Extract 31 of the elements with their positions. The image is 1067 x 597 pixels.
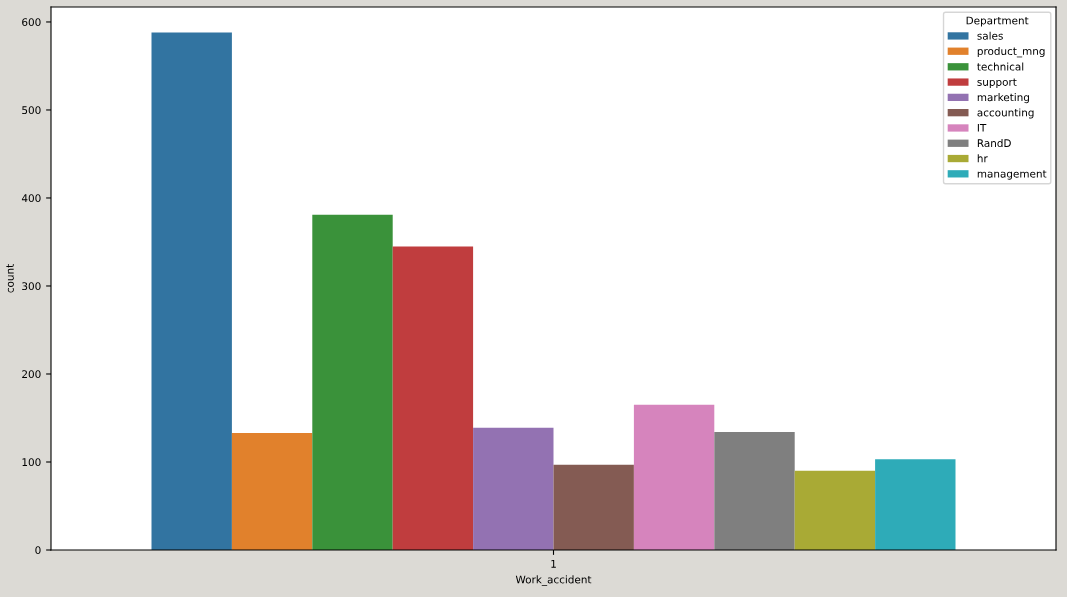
bar	[392, 246, 474, 550]
legend-label: marketing	[977, 93, 1029, 104]
y-axis-title: count	[6, 264, 14, 293]
legend-label: management	[977, 170, 1047, 180]
bar	[794, 470, 876, 550]
x-tick-label: 1	[551, 560, 556, 568]
y-tick-label: 500	[22, 106, 41, 115]
y-tick-label: 100	[22, 458, 41, 467]
legend-title: Department	[966, 16, 1029, 27]
legend-label: support	[977, 78, 1017, 88]
y-tick-label: 600	[22, 18, 41, 27]
legend-label: IT	[977, 124, 987, 132]
bar	[231, 432, 313, 550]
bar	[151, 32, 232, 550]
legend-label: RandD	[977, 138, 1011, 148]
bar	[473, 427, 554, 550]
bar	[312, 214, 393, 550]
bar	[633, 404, 715, 550]
legend-label: product_mng	[977, 46, 1045, 58]
y-tick-label: 400	[21, 194, 41, 203]
y-tick-label: 300	[22, 282, 41, 291]
x-axis-title: Work_accident	[515, 575, 592, 586]
bar	[553, 464, 634, 550]
y-tick-label: 200	[22, 370, 41, 379]
legend-label: technical	[977, 62, 1024, 71]
bar	[875, 459, 956, 550]
y-tick-label: 0	[35, 546, 41, 555]
legend-label: sales	[977, 31, 1003, 40]
bar	[714, 432, 795, 550]
legend-label: hr	[977, 154, 988, 163]
legend-label: accounting	[977, 108, 1034, 119]
